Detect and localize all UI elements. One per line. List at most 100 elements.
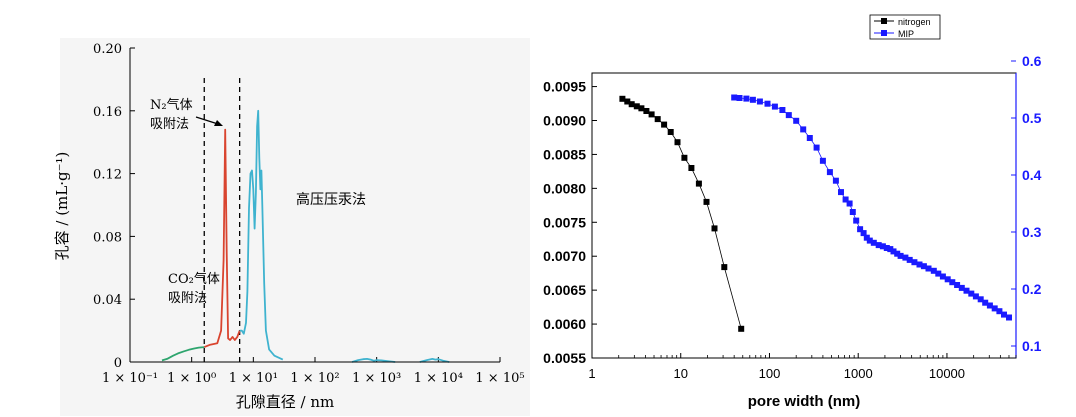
right-marker-nitrogen	[674, 139, 681, 146]
right-marker-nitrogen	[624, 98, 631, 105]
right-marker-MIP	[819, 157, 826, 164]
left-y-tick-label: 0.20	[93, 42, 122, 57]
right-marker-MIP	[749, 96, 756, 103]
right-x-tick-label: 1	[588, 366, 595, 381]
right-marker-MIP	[902, 254, 909, 261]
right-x-axis-label: pore width (nm)	[748, 393, 861, 410]
annotation-n2-arrow	[195, 116, 219, 125]
left-x-tick-label: 1 × 10²	[290, 371, 339, 386]
right-marker-MIP	[916, 261, 923, 268]
right-marker-nitrogen	[638, 105, 645, 112]
left-series-line-2	[239, 109, 284, 361]
right-marker-MIP	[743, 95, 750, 102]
right-marker-MIP	[879, 243, 886, 250]
right-marker-MIP	[930, 267, 937, 274]
right-marker-nitrogen	[643, 108, 650, 114]
right-marker-MIP	[779, 107, 786, 113]
right-marker-MIP	[972, 293, 979, 300]
right-marker-MIP	[875, 242, 882, 249]
right-left-y-tick-label: 0.0090	[543, 113, 586, 129]
right-marker-nitrogen	[654, 116, 661, 123]
right-marker-MIP	[939, 273, 946, 280]
right-marker-MIP	[925, 265, 932, 272]
annotation-n2-arrowhead	[214, 120, 223, 126]
left-y-tick-label: 0.12	[93, 168, 122, 183]
right-marker-MIP	[853, 217, 860, 224]
right-marker-MIP	[838, 189, 844, 196]
right-marker-MIP	[842, 196, 849, 203]
right-marker-MIP	[857, 226, 864, 233]
right-marker-MIP	[832, 177, 839, 184]
right-marker-MIP	[897, 252, 904, 259]
right-x-tick-label: 10000	[929, 366, 965, 381]
left-y-tick-label: 0.08	[93, 230, 122, 245]
right-left-y-tick-label: 0.0095	[543, 79, 586, 95]
right-left-y-tick-label: 0.0085	[543, 146, 586, 162]
right-left-y-tick-label: 0.0080	[543, 180, 586, 196]
left-series-line-4	[419, 357, 450, 363]
right-marker-MIP	[996, 308, 1003, 315]
right-marker-nitrogen	[695, 180, 702, 187]
right-right-y-tick-label: 0.2	[1022, 281, 1042, 297]
right-marker-nitrogen	[721, 264, 728, 271]
right-left-y-tick-label: 0.0055	[543, 350, 586, 366]
right-left-y-tick-label: 0.0075	[543, 214, 586, 230]
annotation-mip: 高压压汞法	[296, 191, 366, 208]
legend-nitrogen-marker	[881, 18, 887, 24]
left-chart-background	[60, 38, 530, 416]
right-marker-MIP	[890, 248, 897, 255]
right-marker-MIP	[870, 239, 877, 246]
left-y-tick-label: 0.04	[93, 293, 122, 308]
right-marker-nitrogen	[633, 103, 640, 110]
right-marker-nitrogen	[628, 101, 635, 108]
right-plot-frame	[591, 72, 1017, 359]
right-pore-distribution-chart: 1 10 100 1000 10000 0.0055 0.0060 0.0065 0.0070 0…	[543, 14, 1042, 410]
right-marker-MIP	[806, 135, 813, 141]
right-marker-MIP	[736, 95, 743, 101]
right-marker-MIP	[826, 169, 833, 176]
right-marker-MIP	[894, 250, 901, 257]
left-series-line-1	[203, 128, 241, 348]
right-marker-MIP	[860, 230, 867, 237]
left-series-line-0	[161, 346, 205, 362]
left-x-tick-label: 1 × 10⁴	[414, 371, 463, 386]
legend: nitrogen MIP	[869, 14, 941, 40]
left-x-tick-label: 1 × 10⁰	[167, 371, 216, 386]
right-marker-MIP	[849, 209, 856, 215]
right-marker-nitrogen	[648, 111, 655, 118]
legend-mip-label: MIP	[898, 29, 914, 39]
right-marker-nitrogen	[619, 95, 626, 102]
annotation-n2-line2: 吸附法	[150, 117, 189, 132]
right-marker-MIP	[977, 296, 984, 303]
left-x-tick-label: 1 × 10³	[352, 371, 401, 386]
left-y-axis-label: 孔容 / (mL·g⁻¹)	[53, 152, 71, 261]
right-marker-MIP	[883, 245, 890, 251]
left-x-tick-label: 1 × 10¹	[229, 371, 278, 386]
right-right-y-tick-label: 0.4	[1022, 167, 1042, 183]
right-marker-MIP	[756, 98, 763, 105]
right-marker-MIP	[1006, 314, 1012, 321]
right-marker-nitrogen	[688, 165, 695, 171]
right-marker-nitrogen	[667, 129, 674, 135]
right-marker-MIP	[949, 279, 956, 286]
left-y-tick-label: 0.16	[93, 105, 122, 120]
right-marker-MIP	[954, 282, 961, 288]
right-right-y-tick-label: 0.5	[1022, 110, 1042, 126]
right-x-tick-label: 100	[759, 366, 781, 381]
right-x-tick-label: 1000	[844, 366, 873, 381]
right-marker-MIP	[813, 144, 820, 151]
right-left-y-tick-label: 0.0060	[543, 316, 586, 332]
right-marker-MIP	[968, 290, 975, 297]
right-marker-MIP	[785, 112, 792, 119]
right-marker-MIP	[991, 305, 998, 312]
right-marker-MIP	[846, 200, 853, 207]
right-marker-nitrogen	[711, 225, 718, 232]
right-marker-MIP	[935, 270, 942, 277]
left-y-tick-label: 0	[114, 356, 122, 371]
right-right-y-tick-label: 0.3	[1022, 224, 1042, 240]
left-x-axis-label: 孔隙直径 / nm	[236, 393, 334, 411]
right-series-line-nitrogen	[622, 98, 742, 329]
right-left-y-tick-label: 0.0070	[543, 248, 586, 264]
right-marker-MIP	[793, 117, 800, 124]
right-marker-nitrogen	[661, 121, 668, 128]
